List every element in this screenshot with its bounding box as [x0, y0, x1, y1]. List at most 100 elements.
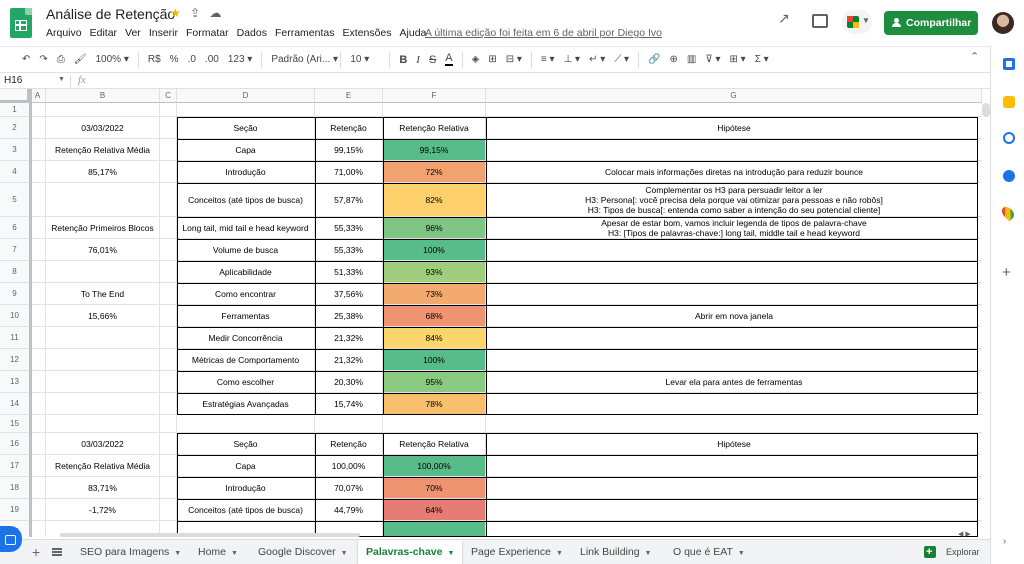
more-formats-button[interactable]: 123 ▾: [227, 54, 253, 65]
contacts-icon[interactable]: [1003, 170, 1015, 182]
print-icon[interactable]: ⎙: [56, 54, 65, 65]
cell-d16[interactable]: Seção: [177, 433, 315, 455]
cell-c2[interactable]: [160, 117, 177, 139]
vertical-scrollbar[interactable]: [982, 103, 990, 117]
chevron-down-icon[interactable]: ▼: [58, 76, 65, 83]
fill-color-icon[interactable]: ◈: [471, 54, 480, 65]
cell-d1[interactable]: [177, 103, 315, 117]
cell-g14[interactable]: [486, 393, 982, 415]
cell-e1[interactable]: [315, 103, 383, 117]
cell-a16[interactable]: [30, 433, 46, 455]
chevron-down-icon[interactable]: ▼: [447, 550, 455, 557]
filter-views-icon[interactable]: ⊞ ▾: [729, 54, 746, 65]
cell-d18[interactable]: Introdução: [177, 477, 315, 499]
cell-f20[interactable]: [383, 521, 486, 537]
cell-b14[interactable]: [46, 393, 160, 415]
cell-e14[interactable]: 15,74%: [315, 393, 383, 415]
chevron-down-icon[interactable]: ▼: [644, 550, 652, 557]
menu-2[interactable]: Ver: [125, 27, 141, 39]
cell-b15[interactable]: [46, 415, 160, 433]
bold-button[interactable]: B: [399, 53, 408, 66]
functions-button[interactable]: Σ ▾: [754, 54, 769, 65]
cell-a2[interactable]: [30, 117, 46, 139]
column-header-a[interactable]: A: [30, 89, 46, 103]
cell-d12[interactable]: Métricas de Comportamento: [177, 349, 315, 371]
row-header[interactable]: 3: [0, 139, 30, 161]
undo-icon[interactable]: ↶: [22, 54, 31, 65]
cell-d17[interactable]: Capa: [177, 455, 315, 477]
menu-0[interactable]: Arquivo: [46, 27, 82, 39]
chevron-up-icon[interactable]: ⌃: [970, 51, 980, 63]
cell-b6[interactable]: Retenção Primeiros Blocos: [46, 217, 160, 239]
row-header[interactable]: 11: [0, 327, 30, 349]
row-header[interactable]: 8: [0, 261, 30, 283]
cell-g10[interactable]: Abrir em nova janela: [486, 305, 982, 327]
cell-b13[interactable]: [46, 371, 160, 393]
cell-f6[interactable]: 96%: [383, 217, 486, 239]
comment-history-icon[interactable]: [812, 14, 828, 28]
cell-e11[interactable]: 21,32%: [315, 327, 383, 349]
scroll-arrows[interactable]: ◀ ▶: [958, 531, 971, 538]
cell-b2[interactable]: 03/03/2022: [46, 117, 160, 139]
cell-g19[interactable]: [486, 499, 982, 521]
row-header[interactable]: 12: [0, 349, 30, 371]
cell-f19[interactable]: 64%: [383, 499, 486, 521]
cell-b16[interactable]: 03/03/2022: [46, 433, 160, 455]
activity-dashboard-icon[interactable]: ↗: [778, 10, 790, 26]
cell-a3[interactable]: [30, 139, 46, 161]
cell-c6[interactable]: [160, 217, 177, 239]
cell-f7[interactable]: 100%: [383, 239, 486, 261]
share-button[interactable]: Compartilhar: [884, 11, 978, 35]
cell-c8[interactable]: [160, 261, 177, 283]
select-all-corner[interactable]: [0, 89, 30, 103]
row-header[interactable]: 19: [0, 499, 30, 521]
row-header[interactable]: 1: [0, 103, 30, 117]
cell-f17[interactable]: 100,00%: [383, 455, 486, 477]
cell-e17[interactable]: 100,00%: [315, 455, 383, 477]
sheet-tab-5[interactable]: Link Building ▼: [572, 540, 659, 564]
all-sheets-icon[interactable]: [52, 548, 62, 556]
cell-c14[interactable]: [160, 393, 177, 415]
cell-e5[interactable]: 57,87%: [315, 183, 383, 217]
document-title[interactable]: Análise de Retenção: [46, 6, 176, 22]
tasks-icon[interactable]: [1003, 132, 1015, 144]
cell-d19[interactable]: Conceitos (até tipos de busca): [177, 499, 315, 521]
cell-b8[interactable]: [46, 261, 160, 283]
cell-b17[interactable]: Retenção Relativa Média: [46, 455, 160, 477]
cell-e13[interactable]: 20,30%: [315, 371, 383, 393]
paint-format-icon[interactable]: 🖌: [73, 54, 87, 65]
row-header[interactable]: 18: [0, 477, 30, 499]
cell-g8[interactable]: [486, 261, 982, 283]
cell-a19[interactable]: [30, 499, 46, 521]
cell-c4[interactable]: [160, 161, 177, 183]
row-header[interactable]: 2: [0, 117, 30, 139]
row-header[interactable]: 7: [0, 239, 30, 261]
cell-f12[interactable]: 100%: [383, 349, 486, 371]
cell-g9[interactable]: [486, 283, 982, 305]
cell-a10[interactable]: [30, 305, 46, 327]
horizontal-align-icon[interactable]: ≡ ▾: [540, 54, 555, 65]
sheet-tab-6[interactable]: O que é EAT ▼: [665, 540, 753, 564]
row-header[interactable]: 17: [0, 455, 30, 477]
column-header-g[interactable]: G: [486, 89, 982, 103]
cell-c17[interactable]: [160, 455, 177, 477]
cell-e20[interactable]: [315, 521, 383, 537]
cell-a8[interactable]: [30, 261, 46, 283]
cell-c16[interactable]: [160, 433, 177, 455]
cell-e18[interactable]: 70,07%: [315, 477, 383, 499]
cell-c1[interactable]: [160, 103, 177, 117]
cell-g2[interactable]: Hipótese: [486, 117, 982, 139]
row-header[interactable]: 15: [0, 415, 30, 433]
add-sheet-icon[interactable]: +: [32, 544, 41, 560]
currency-format-button[interactable]: R$: [147, 54, 161, 65]
percent-format-button[interactable]: %: [169, 54, 179, 65]
name-box[interactable]: H16: [4, 75, 23, 86]
cell-a17[interactable]: [30, 455, 46, 477]
cell-b7[interactable]: 76,01%: [46, 239, 160, 261]
text-color-button[interactable]: A: [445, 52, 453, 66]
menu-8[interactable]: Ajuda: [399, 27, 427, 39]
row-header[interactable]: 6: [0, 217, 30, 239]
cell-c7[interactable]: [160, 239, 177, 261]
cell-g13[interactable]: Levar ela para antes de ferramentas: [486, 371, 982, 393]
filter-icon[interactable]: ⊽ ▾: [705, 54, 721, 65]
